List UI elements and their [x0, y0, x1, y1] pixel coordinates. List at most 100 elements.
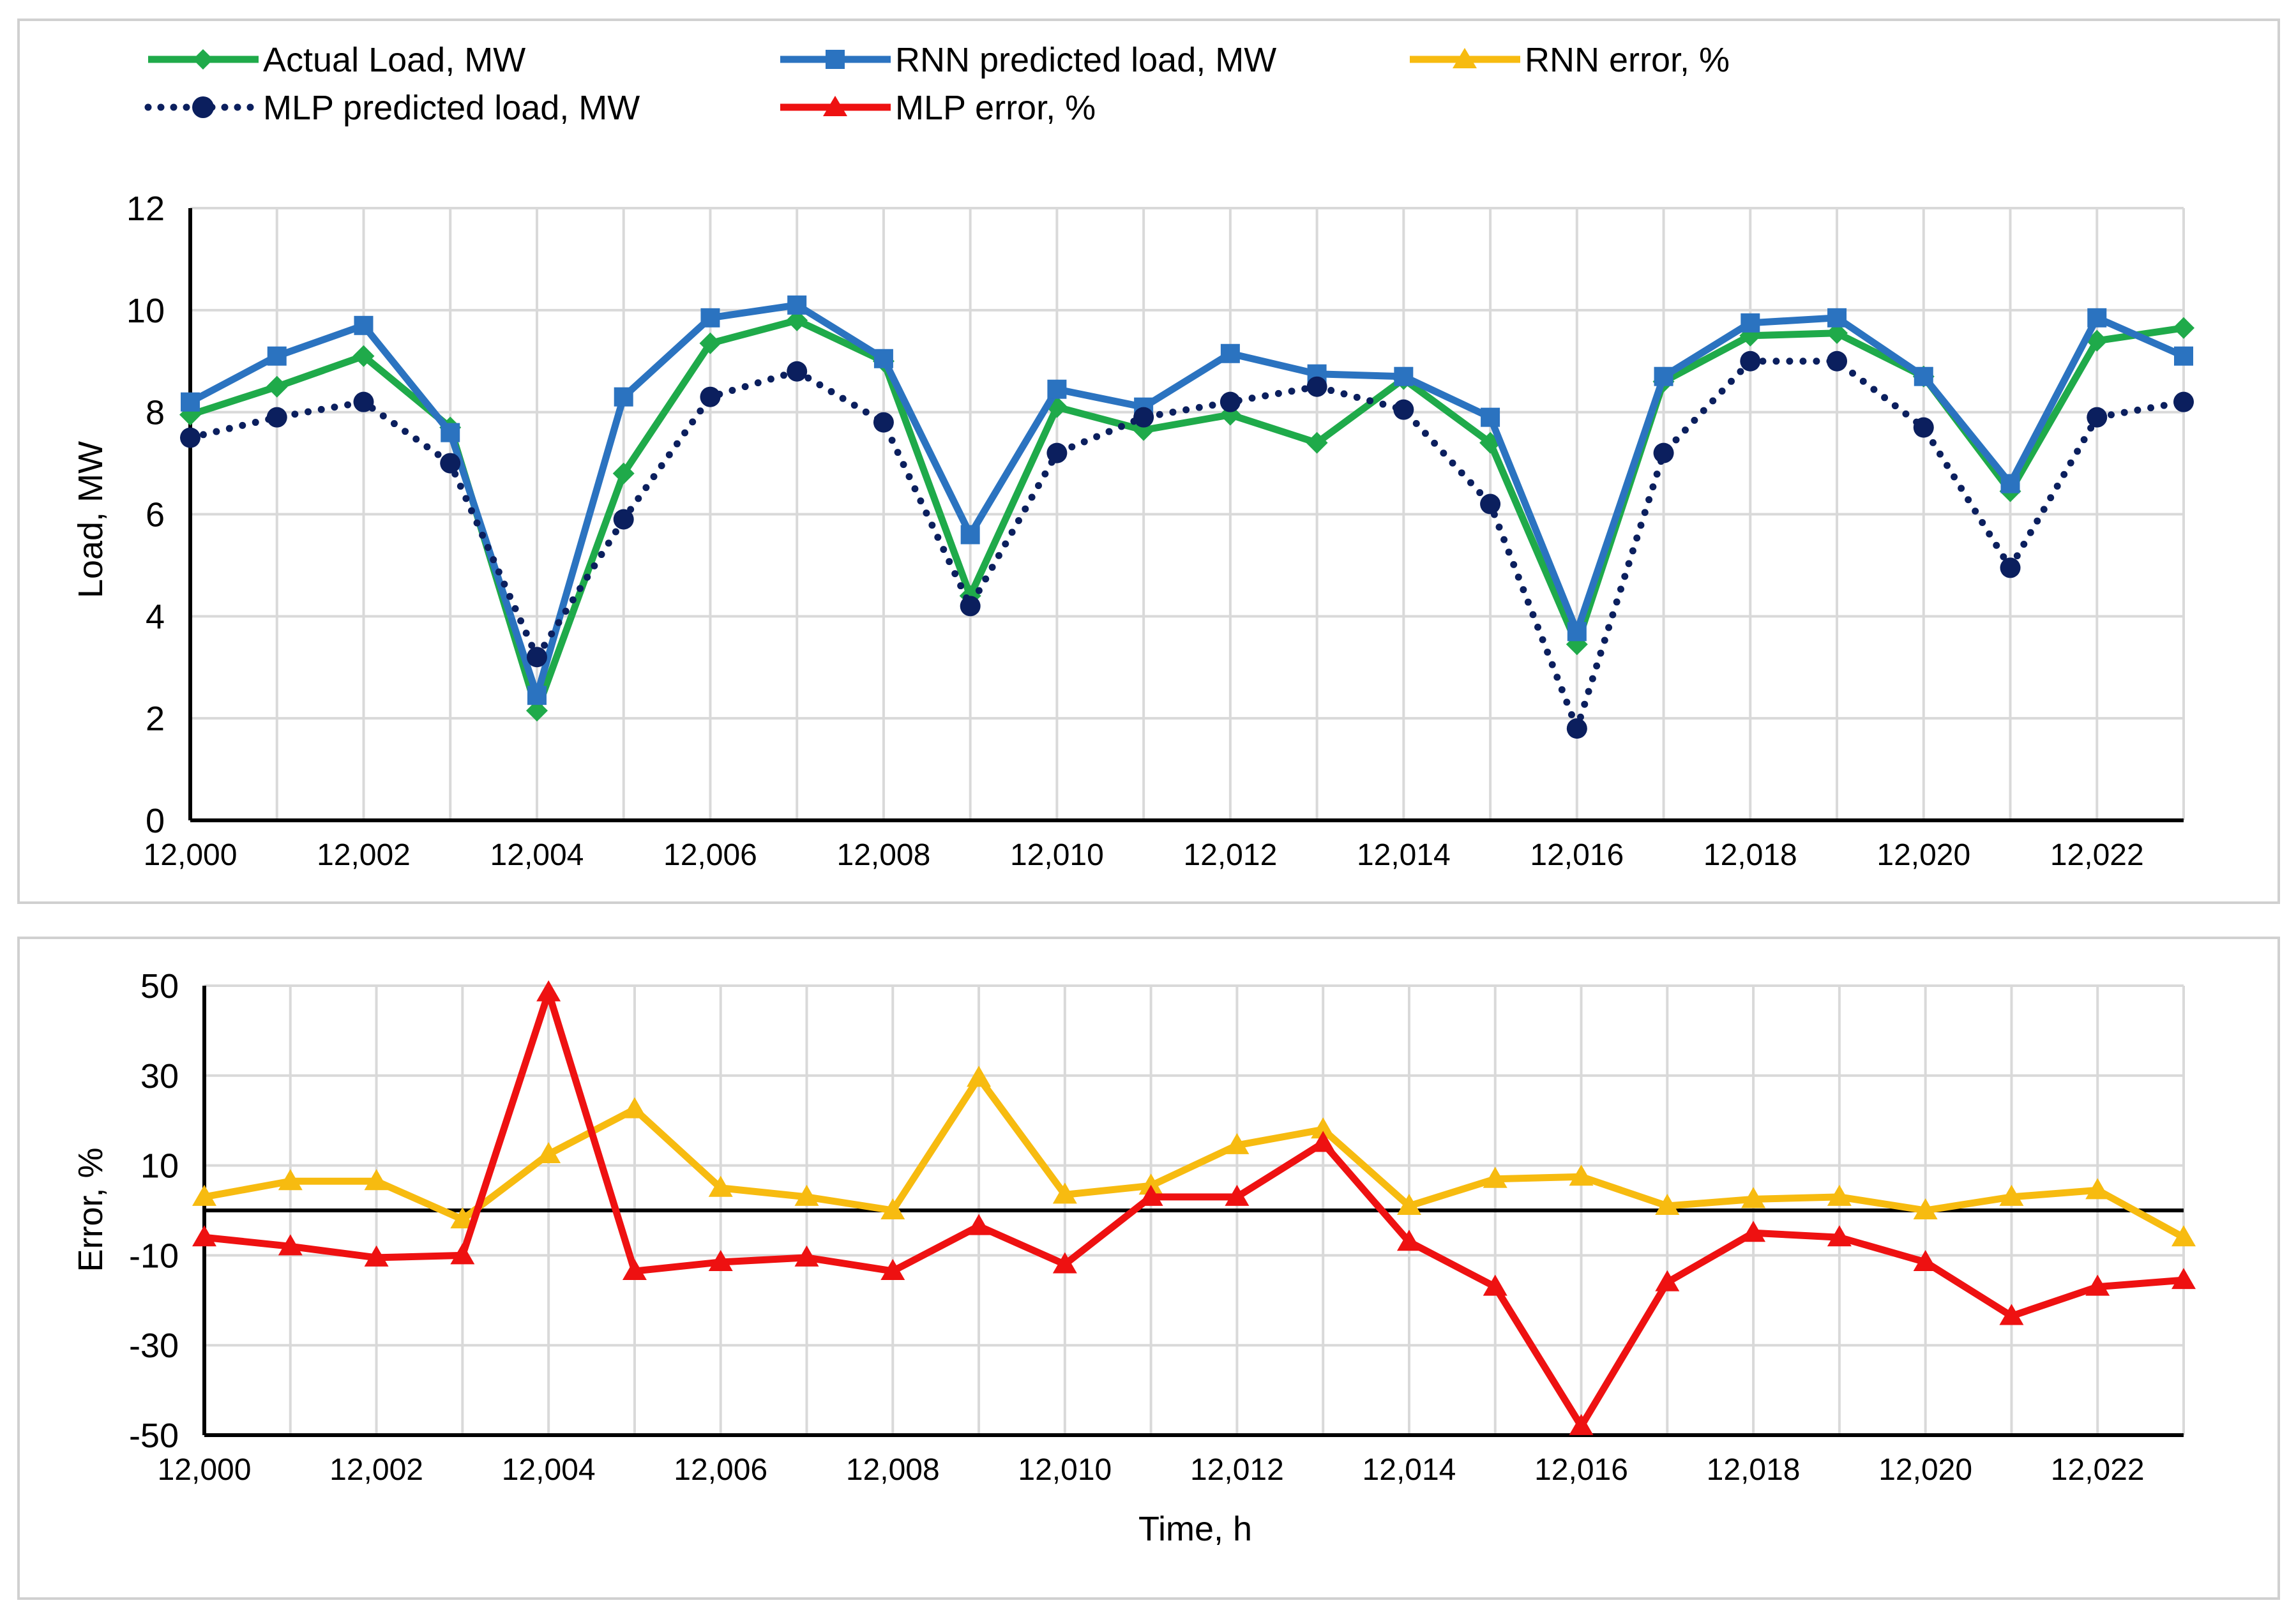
data-point-mlp-error: [1655, 1270, 1680, 1291]
data-point-rnn-predicted-load-mw: [1567, 622, 1587, 642]
error-y-tick-label: -30: [129, 1327, 179, 1365]
data-point-rnn-error: [1655, 1193, 1680, 1215]
data-point-mlp-error: [967, 1214, 992, 1235]
data-point-rnn-error: [1483, 1166, 1507, 1188]
data-point-rnn-predicted-load-mw: [267, 346, 287, 366]
data-point-rnn-error: [192, 1184, 216, 1206]
legend-label-mlp-error: MLP error, %: [895, 89, 1096, 127]
load-x-tick-label: 12,022: [2050, 838, 2144, 872]
series-line-mlp-error: [204, 989, 2184, 1430]
data-point-mlp-error: [450, 1243, 475, 1265]
error-x-tick-labels: 12,000 12,002 12,004 12,006 12,008 12,010 12,0…: [158, 1453, 2145, 1487]
series-line-rnn-predicted-load-mw: [188, 301, 2186, 699]
data-point-mlp-error: [1138, 1184, 1163, 1206]
load-gridlines: [190, 207, 2185, 820]
load-x-tick-label: 12,004: [490, 838, 584, 872]
series-mlp-error: [192, 980, 2196, 1435]
load-y-tick-label: 0: [146, 802, 165, 840]
data-point-mlp-predicted-load-mw: [2087, 407, 2108, 428]
data-point-mlp-error: [2171, 1268, 2196, 1290]
data-point-rnn-error: [1052, 1182, 1077, 1204]
data-point-actual-load-mw: [699, 332, 721, 354]
data-point-rnn-error: [1396, 1193, 1421, 1215]
error-y-axis-title: Error, %: [72, 1147, 110, 1272]
data-point-rnn-predicted-load-mw: [873, 349, 893, 368]
data-point-mlp-error: [536, 980, 561, 1002]
data-point-mlp-error: [1741, 1221, 1766, 1242]
data-point-rnn-predicted-load-mw: [2174, 346, 2193, 366]
data-point-rnn-error: [880, 1198, 905, 1219]
data-point-rnn-predicted-load-mw: [1741, 313, 1760, 333]
series-mlp-predicted-load-mw: [180, 350, 2194, 739]
load-y-tick-labels: 0 2 4 6 8 10 12: [126, 190, 165, 840]
data-point-rnn-error: [1827, 1184, 1852, 1206]
data-point-rnn-error: [2171, 1225, 2196, 1247]
load-y-tick-label: 2: [146, 700, 165, 738]
data-point-actual-load-mw: [1306, 432, 1328, 454]
error-y-tick-label: -10: [129, 1237, 179, 1275]
error-x-tick-label: 12,020: [1878, 1453, 1972, 1487]
data-point-rnn-error: [1999, 1184, 2024, 1206]
legend-item-mlp-error: MLP error, %: [780, 89, 1096, 127]
load-y-axis-title: Load, MW: [72, 441, 110, 598]
data-point-mlp-error: [1311, 1131, 1336, 1152]
load-x-tick-label: 12,014: [1357, 838, 1451, 872]
error-chart: -50 -30 -10 10 30 50 12,000 12,002 12,004 12,006…: [72, 967, 2196, 1548]
data-point-actual-load-mw: [352, 345, 375, 367]
load-x-tick-label: 12,008: [837, 838, 931, 872]
data-point-mlp-error: [364, 1245, 389, 1267]
error-y-tick-label: -50: [129, 1417, 179, 1455]
load-x-tick-label: 12,006: [663, 838, 757, 872]
data-point-mlp-predicted-load-mw: [2000, 557, 2021, 578]
load-y-tick-label: 8: [146, 394, 165, 432]
series-line-mlp-predicted-load-mw: [186, 358, 2187, 732]
data-point-rnn-predicted-load-mw: [354, 315, 374, 335]
error-x-tick-label: 12,016: [1534, 1453, 1628, 1487]
data-point-rnn-error: [1569, 1164, 1594, 1186]
legend-marker-actual-load: [193, 49, 213, 70]
data-point-mlp-error: [1052, 1252, 1077, 1274]
data-point-rnn-error: [794, 1184, 819, 1206]
error-x-axis-title: Time, h: [1138, 1510, 1252, 1548]
data-point-mlp-error: [1483, 1274, 1507, 1296]
data-point-rnn-predicted-load-mw: [2000, 474, 2020, 493]
load-axes: [188, 208, 2184, 822]
data-point-rnn-error: [1225, 1133, 1250, 1154]
error-x-tick-label: 12,000: [158, 1453, 252, 1487]
load-x-tick-label: 12,018: [1703, 838, 1797, 872]
data-point-rnn-error: [1311, 1117, 1336, 1139]
data-point-actual-load-mw: [2173, 317, 2194, 339]
legend-marker-rnn-predicted-load: [826, 50, 845, 69]
load-x-tick-label: 12,002: [317, 838, 411, 872]
data-point-rnn-predicted-load-mw: [1047, 379, 1067, 399]
data-point-mlp-predicted-load-mw: [787, 361, 808, 382]
legend-label-rnn-predicted-load: RNN predicted load, MW: [895, 41, 1276, 79]
data-point-rnn-predicted-load-mw: [527, 686, 547, 705]
data-point-mlp-predicted-load-mw: [1827, 350, 1848, 372]
data-point-rnn-predicted-load-mw: [181, 392, 200, 412]
load-x-tick-label: 12,016: [1530, 838, 1624, 872]
data-point-rnn-error: [1741, 1187, 1766, 1209]
data-point-mlp-predicted-load-mw: [526, 647, 547, 668]
series-rnn-error: [192, 1066, 2196, 1247]
data-point-mlp-predicted-load-mw: [266, 407, 287, 428]
data-point-rnn-predicted-load-mw: [1827, 308, 1847, 328]
load-x-tick-label: 12,000: [144, 838, 238, 872]
error-y-tick-labels: -50 -30 -10 10 30 50: [129, 967, 179, 1455]
data-point-actual-load-mw: [266, 375, 288, 398]
data-point-actual-load-mw: [1826, 322, 1848, 344]
legend-label-actual-load: Actual Load, MW: [263, 41, 525, 79]
data-point-mlp-predicted-load-mw: [1393, 399, 1414, 420]
data-point-rnn-error: [708, 1175, 733, 1197]
legend-label-rnn-error: RNN error, %: [1525, 41, 1730, 79]
error-x-tick-label: 12,008: [846, 1453, 940, 1487]
load-x-tick-labels: 12,000 12,002 12,004 12,006 12,008 12,010 12,0…: [144, 838, 2144, 872]
data-point-mlp-predicted-load-mw: [700, 386, 721, 407]
data-point-rnn-predicted-load-mw: [700, 308, 720, 328]
load-y-tick-label: 6: [146, 496, 165, 534]
data-point-rnn-predicted-load-mw: [1394, 366, 1414, 386]
data-point-mlp-predicted-load-mw: [1566, 718, 1587, 739]
series-line-rnn-error: [204, 1074, 2186, 1241]
data-point-mlp-predicted-load-mw: [1740, 350, 1761, 372]
legend-item-rnn-predicted-load: RNN predicted load, MW: [780, 41, 1276, 79]
